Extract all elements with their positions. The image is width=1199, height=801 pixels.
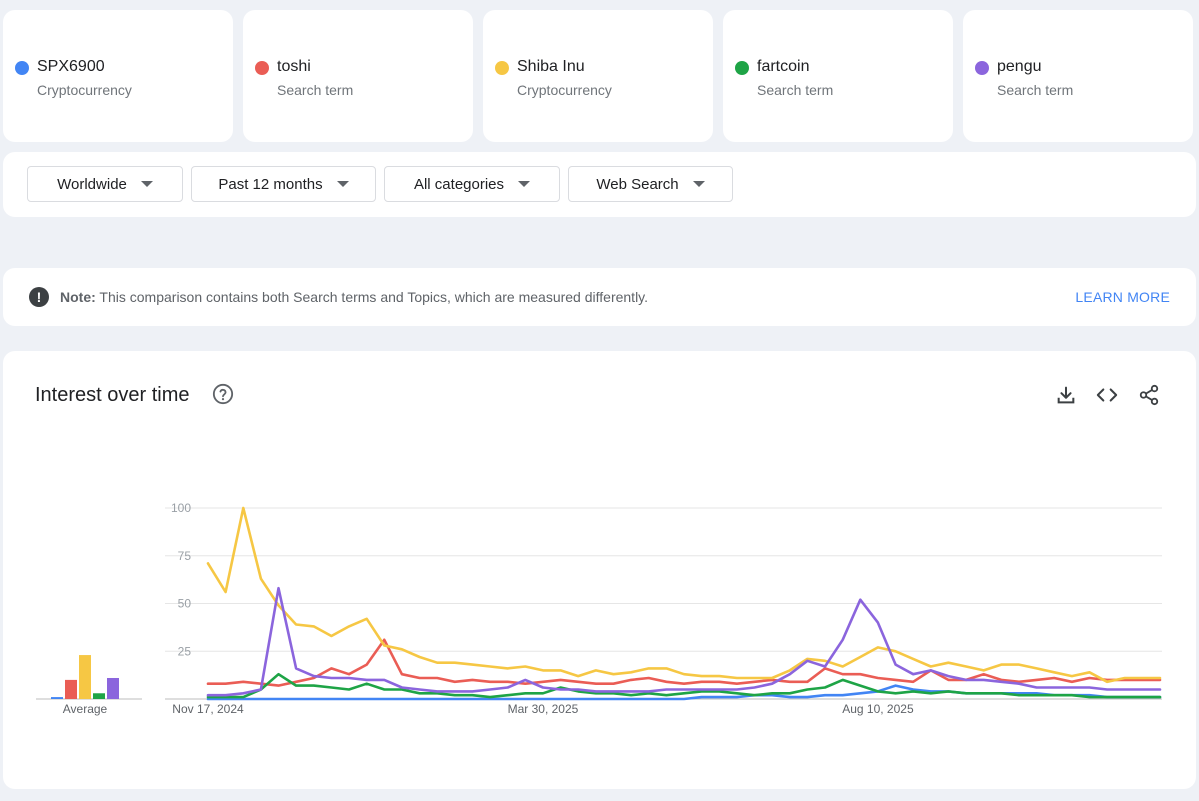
- note-text: Note: This comparison contains both Sear…: [60, 289, 648, 305]
- x-tick-label: Nov 17, 2024: [172, 702, 244, 716]
- chart-title: Interest over time: [35, 384, 190, 406]
- series-color-dot: [255, 61, 269, 75]
- caret-down-icon: [518, 181, 531, 187]
- region-filter[interactable]: Worldwide: [27, 166, 183, 202]
- term-card-shiba-inu[interactable]: Shiba Inu Cryptocurrency: [483, 10, 713, 142]
- interest-over-time-card: Interest over time: [3, 351, 1196, 789]
- caret-down-icon: [140, 181, 153, 187]
- average-bar-toshi: [65, 679, 77, 699]
- term-type: Cryptocurrency: [517, 82, 612, 98]
- y-tick-label: 25: [178, 644, 192, 658]
- y-tick-label: 50: [178, 597, 192, 611]
- series-line-pengu: [206, 586, 1162, 697]
- embed-icon[interactable]: [1096, 384, 1118, 406]
- average-bar-spx6900: [51, 697, 63, 699]
- filter-bar: Worldwide Past 12 months All categories …: [3, 152, 1196, 217]
- series-line-shiba-inu: [206, 506, 1162, 684]
- series-line-toshi: [206, 638, 1162, 687]
- series-color-dot: [15, 61, 29, 75]
- term-card-toshi[interactable]: toshi Search term: [243, 10, 473, 142]
- term-card-fartcoin[interactable]: fartcoin Search term: [723, 10, 953, 142]
- y-tick-label: 100: [171, 501, 191, 515]
- caret-down-icon: [692, 181, 705, 187]
- average-label: Average: [63, 702, 108, 716]
- term-type: Search term: [997, 82, 1074, 98]
- term-type: Search term: [277, 82, 354, 98]
- term-name: toshi: [277, 58, 311, 75]
- comparison-note: ! Note: This comparison contains both Se…: [3, 268, 1196, 326]
- term-name: Shiba Inu: [517, 58, 585, 75]
- source-filter-label: Web Search: [596, 175, 679, 193]
- average-bar-shiba-inu: [79, 655, 91, 699]
- category-filter-label: All categories: [413, 175, 505, 193]
- series-color-dot: [735, 61, 749, 75]
- term-name: SPX6900: [37, 58, 105, 75]
- help-icon[interactable]: [212, 383, 234, 405]
- term-name: pengu: [997, 58, 1042, 75]
- source-filter[interactable]: Web Search: [568, 166, 733, 202]
- term-card-pengu[interactable]: pengu Search term: [963, 10, 1193, 142]
- x-tick-label: Aug 10, 2025: [842, 702, 914, 716]
- category-filter[interactable]: All categories: [384, 166, 560, 202]
- region-filter-label: Worldwide: [57, 175, 127, 193]
- share-icon[interactable]: [1138, 384, 1160, 406]
- average-bar-fartcoin: [93, 693, 105, 699]
- y-tick-label: 75: [178, 549, 192, 563]
- term-type: Cryptocurrency: [37, 82, 132, 98]
- caret-down-icon: [336, 181, 349, 187]
- note-label: Note:: [60, 289, 96, 305]
- time-filter-label: Past 12 months: [218, 175, 323, 193]
- x-tick-label: Mar 30, 2025: [508, 702, 579, 716]
- series-color-dot: [975, 61, 989, 75]
- time-filter[interactable]: Past 12 months: [191, 166, 376, 202]
- term-name: fartcoin: [757, 58, 810, 75]
- term-type: Search term: [757, 82, 834, 98]
- note-body: This comparison contains both Search ter…: [99, 289, 649, 305]
- average-bar-pengu: [107, 677, 119, 699]
- learn-more-link[interactable]: LEARN MORE: [1075, 289, 1170, 305]
- download-icon[interactable]: [1055, 384, 1077, 406]
- series-color-dot: [495, 61, 509, 75]
- alert-icon: !: [29, 287, 49, 307]
- series-line-fartcoin: [206, 672, 1162, 699]
- term-card-spx6900[interactable]: SPX6900 Cryptocurrency: [3, 10, 233, 142]
